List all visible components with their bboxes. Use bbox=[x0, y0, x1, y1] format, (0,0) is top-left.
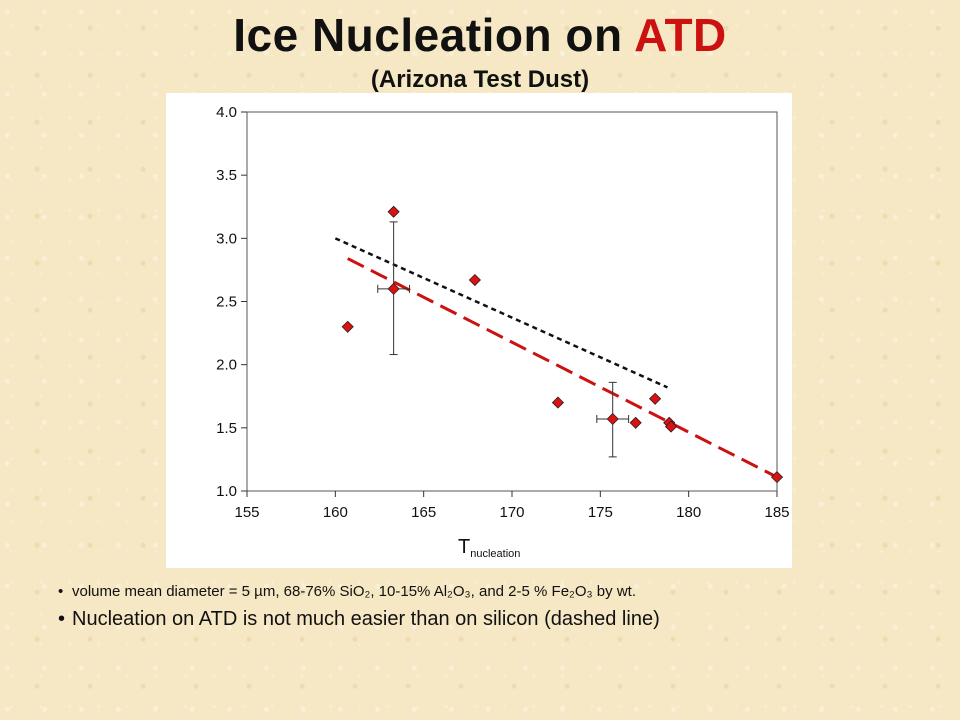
data-point bbox=[606, 412, 619, 426]
data-point bbox=[664, 420, 678, 433]
y-tick-label: 2.5 bbox=[216, 294, 237, 311]
slide-title: Ice Nucleation on ATD bbox=[0, 8, 960, 62]
x-tick-label: 155 bbox=[234, 504, 259, 521]
y-tick-label: 3.5 bbox=[216, 167, 237, 184]
fit-lines bbox=[334, 237, 778, 479]
y-tick-label: 1.0 bbox=[216, 483, 237, 500]
bullet-composition: volume mean diameter = 5 µm, 68-76% SiO₂… bbox=[58, 583, 938, 600]
x-tick-label: 180 bbox=[676, 504, 701, 521]
x-tick-label: 185 bbox=[764, 504, 789, 521]
y-axis: 1.0 1.5 2.0 2.5 3.0 3.5 4.0 bbox=[216, 104, 247, 500]
x-tick-label: 170 bbox=[499, 504, 524, 521]
data-point bbox=[629, 416, 642, 429]
x-axis-label-main: T bbox=[458, 536, 470, 558]
data-point bbox=[551, 396, 564, 409]
data-points bbox=[341, 205, 784, 484]
data-point bbox=[770, 471, 784, 484]
data-point bbox=[649, 392, 662, 405]
title-main: Ice Nucleation on bbox=[233, 9, 635, 61]
y-tick-label: 3.0 bbox=[216, 230, 237, 247]
bullet-conclusion-text: Nucleation on ATD is not much easier tha… bbox=[72, 608, 660, 630]
x-axis-label: Tnucleation bbox=[458, 536, 520, 560]
x-tick-label: 160 bbox=[323, 504, 348, 521]
data-point bbox=[387, 205, 400, 218]
data-point bbox=[468, 273, 481, 287]
bullet-list: volume mean diameter = 5 µm, 68-76% SiO₂… bbox=[58, 583, 938, 631]
scatter-chart: 1.0 1.5 2.0 2.5 3.0 3.5 4.0 155 160 165 170 175 180… bbox=[216, 104, 790, 560]
x-axis: 155 160 165 170 175 180 185 bbox=[234, 491, 790, 521]
silicon-reference-line bbox=[334, 237, 668, 389]
x-tick-label: 165 bbox=[411, 504, 436, 521]
x-axis-label-subscript: nucleation bbox=[470, 548, 520, 560]
chart-panel: 1.0 1.5 2.0 2.5 3.0 3.5 4.0 155 160 165 170 175 180… bbox=[166, 93, 792, 568]
slide-subtitle: (Arizona Test Dust) bbox=[370, 66, 590, 93]
data-point bbox=[387, 282, 400, 295]
y-tick-label: 2.0 bbox=[216, 357, 237, 374]
atd-fit-line bbox=[347, 257, 778, 479]
y-tick-label: 4.0 bbox=[216, 104, 237, 121]
plot-area bbox=[246, 111, 778, 492]
x-tick-label: 175 bbox=[588, 504, 613, 521]
bullet-conclusion: Nucleation on ATD is not much easier tha… bbox=[58, 608, 938, 631]
title-accent: ATD bbox=[634, 9, 727, 61]
data-point bbox=[341, 320, 354, 333]
y-tick-label: 1.5 bbox=[216, 420, 237, 437]
bullet-composition-text: volume mean diameter = 5 µm, 68-76% SiO₂… bbox=[72, 583, 636, 600]
